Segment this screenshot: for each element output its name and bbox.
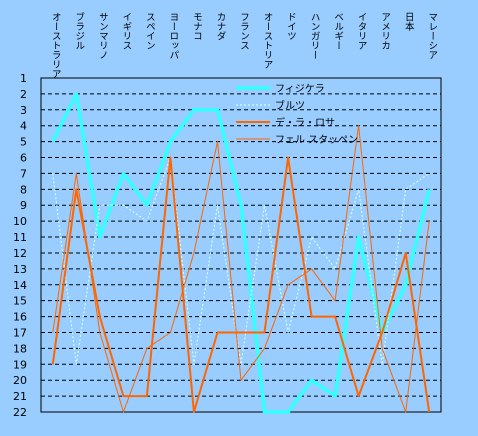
x-tick-label: 日本 <box>402 12 414 31</box>
y-tick-label: 10 <box>13 215 27 228</box>
series-line-2 <box>52 156 430 365</box>
x-tick-label: オーストリア <box>261 12 273 69</box>
x-tick-label: アメリカ <box>379 12 391 50</box>
x-tick-label: モナコ <box>190 12 202 41</box>
y-tick-label: 17 <box>13 326 27 339</box>
y-tick-label: 22 <box>13 406 27 419</box>
y-tick-label: 1 <box>20 72 27 85</box>
y-tick-label: 11 <box>13 231 27 244</box>
x-tick-label: マレーシア <box>426 12 438 60</box>
plot-area-frame <box>40 77 442 413</box>
y-tick-label: 20 <box>13 374 27 387</box>
y-tick-label: 19 <box>13 358 27 371</box>
legend-label-2: ブルツ <box>275 99 305 112</box>
legend-label-1: フィジケラ <box>275 83 325 95</box>
y-tick-label: 18 <box>13 342 27 355</box>
y-tick-label: 16 <box>13 311 27 324</box>
legend-label-4: フェル スタッペン <box>275 134 358 146</box>
legend-label-3: デ・ラ・ロサ <box>275 116 335 129</box>
y-tick-label: 6 <box>20 152 27 165</box>
y-tick-label: 15 <box>13 295 27 308</box>
y-tick-label: 5 <box>20 136 27 149</box>
y-tick-label: 14 <box>13 279 27 292</box>
x-tick-label: フランス <box>238 12 249 50</box>
y-tick-label: 7 <box>20 167 27 180</box>
x-tick-label: ヨーロッパ <box>167 12 179 60</box>
x-tick-label: イタリア <box>355 12 367 50</box>
y-tick-label: 3 <box>20 104 27 117</box>
y-tick-label: 9 <box>20 199 27 212</box>
y-tick-label: 8 <box>20 183 27 196</box>
x-tick-label: カナダ <box>214 12 226 41</box>
series-line-3 <box>51 156 431 413</box>
series-line-1 <box>51 92 431 414</box>
y-tick-label: 21 <box>13 390 27 403</box>
y-tick-label: 2 <box>20 88 27 101</box>
x-tick-label: ベルギー <box>332 12 344 50</box>
x-tick-label: スペイン <box>143 12 155 50</box>
x-tick-label: ドイツ <box>285 12 297 41</box>
y-tick-label: 12 <box>13 247 27 260</box>
x-tick-label: サンマリノ <box>96 12 108 60</box>
y-tick-label: 4 <box>20 120 27 133</box>
x-tick-label: ハンガリー <box>308 12 320 60</box>
x-tick-label: イギリス <box>120 12 132 50</box>
series-line-4 <box>52 125 430 413</box>
x-tick-label: ブラジル <box>73 12 85 50</box>
x-tick-label: オーストラリア <box>49 12 61 79</box>
y-tick-label: 13 <box>13 263 27 276</box>
